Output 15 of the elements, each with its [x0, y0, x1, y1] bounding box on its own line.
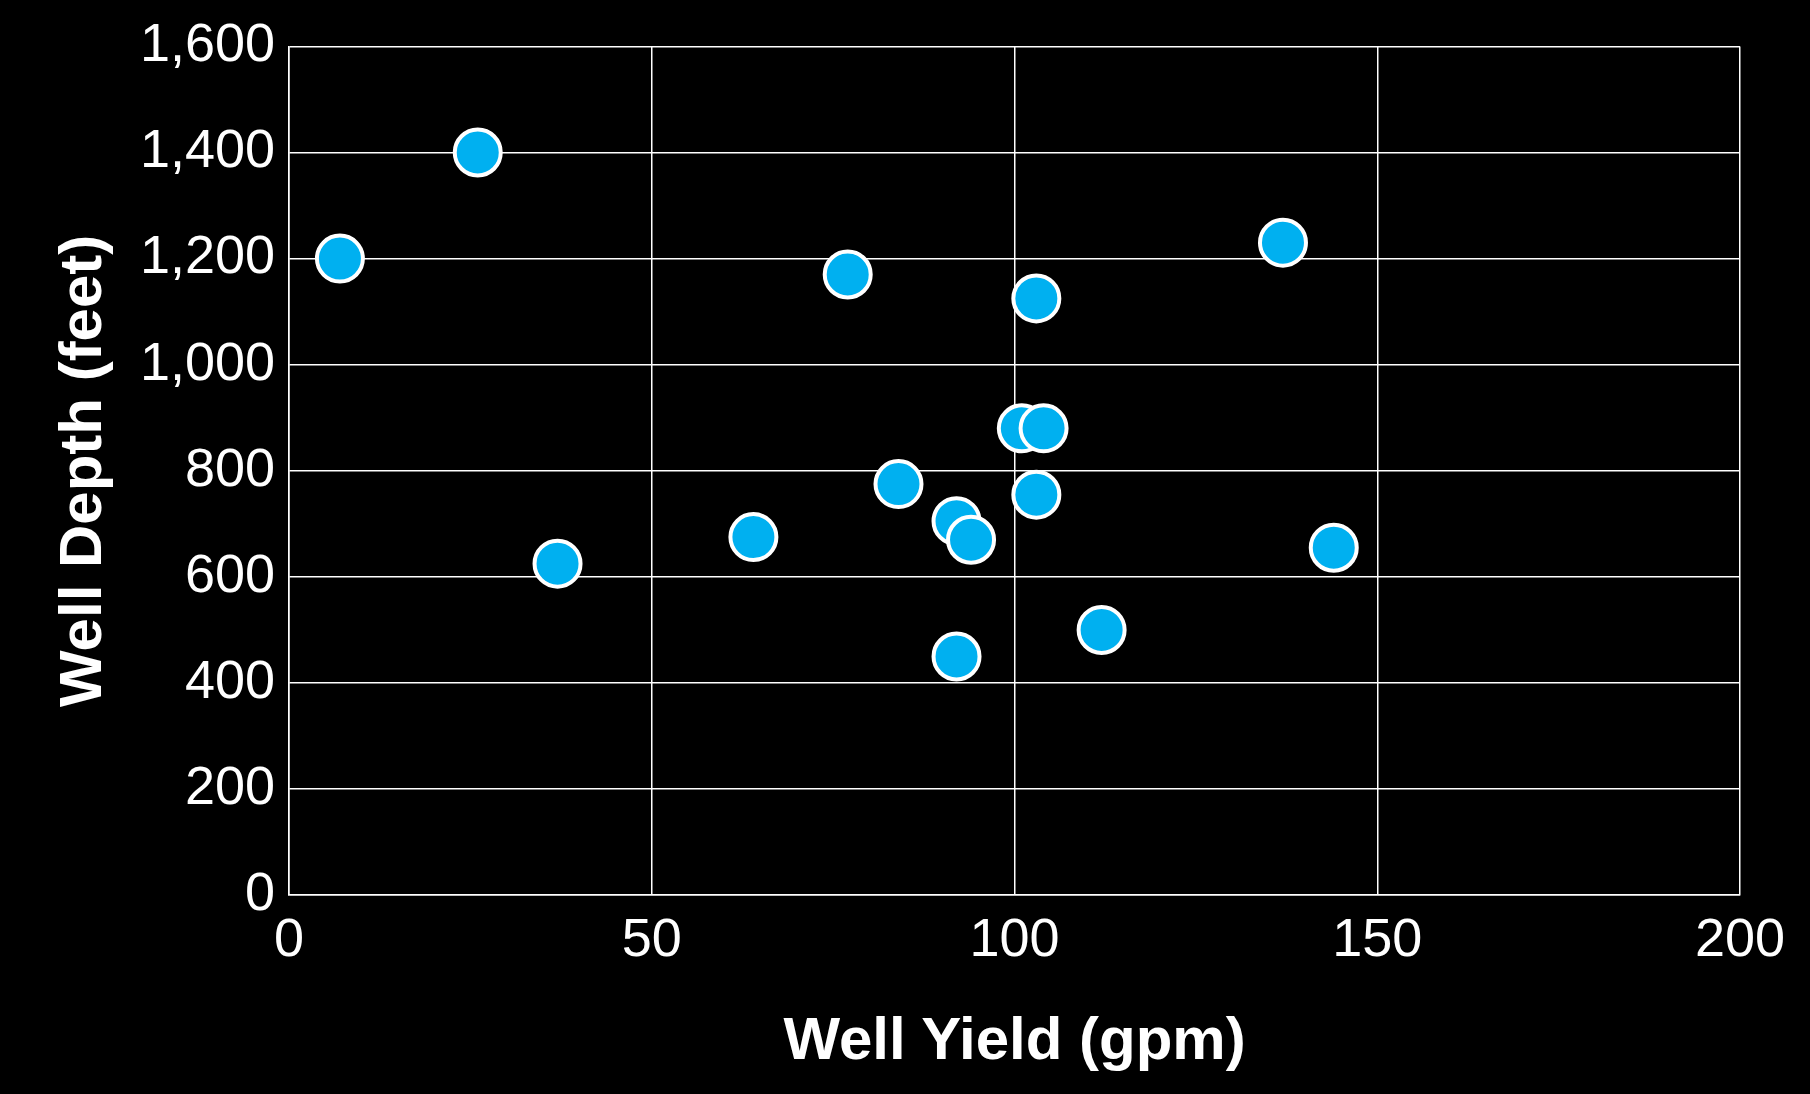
y-tick-label: 1,400 — [139, 118, 276, 179]
x-tick-label: 50 — [621, 907, 682, 968]
x-tick-label: 150 — [1332, 907, 1423, 968]
y-tick-label: 1,200 — [139, 224, 276, 285]
y-tick-label: 800 — [185, 436, 276, 497]
y-tick-label: 400 — [185, 648, 276, 709]
y-tick-label: 0 — [245, 861, 276, 922]
y-tick-label: 1,000 — [139, 330, 276, 391]
x-tick-label: 100 — [969, 907, 1060, 968]
y-tick-label: 1,600 — [139, 12, 276, 73]
y-tick-label: 200 — [185, 754, 276, 815]
x-tick-label: 200 — [1694, 907, 1786, 968]
y-axis-title: Well Depth (feet) — [46, 234, 114, 707]
y-tick-label: 600 — [185, 542, 276, 603]
x-axis-title: Well Yield (gpm) — [783, 1004, 1246, 1072]
